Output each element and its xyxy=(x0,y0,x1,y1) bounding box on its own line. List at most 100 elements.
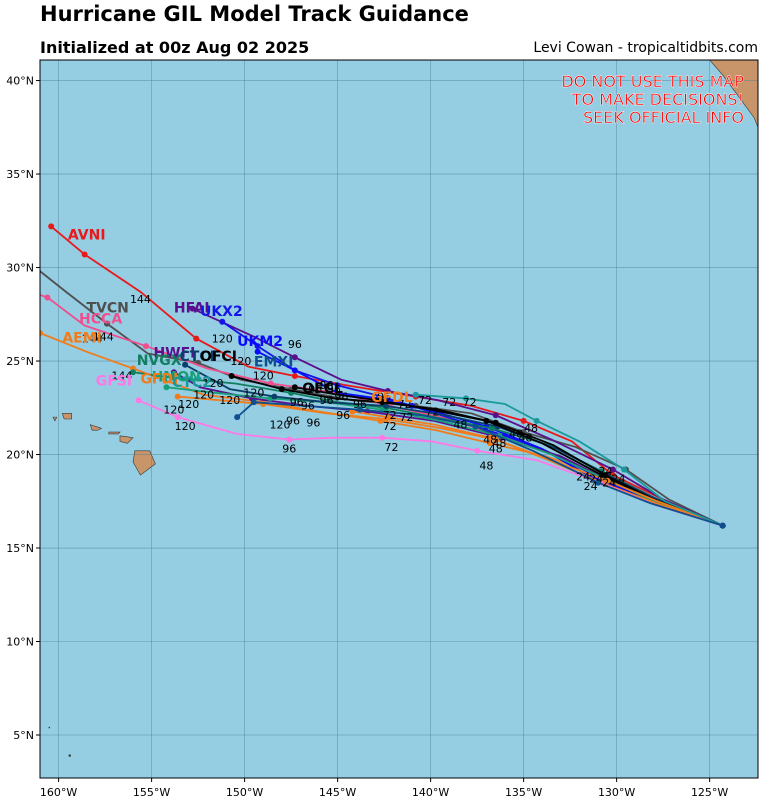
lat-tick-label: 15°N xyxy=(6,542,34,555)
niihau xyxy=(52,416,58,422)
track-point xyxy=(604,477,611,484)
track-point xyxy=(103,320,110,327)
model-label-nvgx: NVGX xyxy=(137,353,182,369)
axis-tick-labels: 160°W 155°W 150°W 145°W 140°W 135°W 130°W 125°W… xyxy=(6,75,728,799)
model-label-ukm2: UKM2 xyxy=(237,334,283,350)
hour-label: 48 xyxy=(489,443,503,456)
hour-label: 24 xyxy=(602,476,616,489)
track-point xyxy=(598,472,605,479)
track-point xyxy=(163,384,170,391)
track-point xyxy=(474,447,481,454)
track-point xyxy=(286,436,293,443)
oahu xyxy=(89,424,103,431)
hour-label: 48 xyxy=(453,418,467,431)
hour-label: 96 xyxy=(377,390,391,403)
map-title: Hurricane GIL Model Track Guidance xyxy=(40,2,469,26)
track-point xyxy=(250,399,257,406)
hour-label: 72 xyxy=(385,441,399,454)
hour-label: 72 xyxy=(383,409,397,422)
hour-label: 72 xyxy=(425,405,439,418)
track-point xyxy=(462,395,469,402)
track-line xyxy=(236,401,723,527)
track-point xyxy=(254,348,261,355)
init-subtitle: Initialized at 00z Aug 02 2025 xyxy=(40,38,310,57)
track-line xyxy=(184,363,723,527)
hour-label: 48 xyxy=(509,428,523,441)
lat-tick-label: 30°N xyxy=(6,262,34,275)
model-label-avni: AVNI xyxy=(68,228,106,244)
track-point xyxy=(382,402,389,409)
hour-label: 120 xyxy=(163,403,184,416)
hour-label: 48 xyxy=(524,422,538,435)
hour-label: 96 xyxy=(334,390,348,403)
warning-line: DO NOT USE THIS MAP xyxy=(561,72,744,91)
hour-label: 48 xyxy=(479,459,493,472)
model-label-ofci: OFCI xyxy=(200,349,237,365)
track-point xyxy=(520,417,527,424)
lon-tick-label: 125°W xyxy=(691,786,728,799)
hour-label: 96 xyxy=(288,338,302,351)
lon-tick-label: 135°W xyxy=(505,786,542,799)
hour-label: 120 xyxy=(193,388,214,401)
track-point xyxy=(271,393,278,400)
lon-tick-label: 140°W xyxy=(412,786,449,799)
landmasses xyxy=(48,60,758,757)
lon-tick-label: 145°W xyxy=(319,786,356,799)
hour-label: 120 xyxy=(219,394,240,407)
hour-label: 96 xyxy=(286,415,300,428)
track-point xyxy=(174,414,181,421)
warning-line: SEEK OFFICIAL INFO xyxy=(583,108,744,127)
track-point xyxy=(489,425,496,432)
track-point xyxy=(375,397,382,404)
model-label-hwfi: HWFI xyxy=(153,345,195,361)
track-point xyxy=(492,412,499,419)
track-line xyxy=(415,393,724,527)
hour-label: 72 xyxy=(399,411,413,424)
lat-tick-label: 35°N xyxy=(6,168,34,181)
track-line xyxy=(352,410,723,527)
track-point xyxy=(621,466,628,473)
hour-label: 96 xyxy=(282,443,296,456)
track-point xyxy=(291,367,298,374)
model-label-ctc2: CTC2 xyxy=(172,375,212,391)
hour-label: 48 xyxy=(492,437,506,450)
track-point xyxy=(130,369,137,376)
model-tracks xyxy=(40,223,726,529)
hour-label: 120 xyxy=(212,332,233,345)
track-point xyxy=(487,440,494,447)
track-point xyxy=(254,343,261,350)
model-label-hcca: HCCA xyxy=(79,312,122,328)
track-point xyxy=(219,318,226,325)
track-point xyxy=(384,414,391,421)
hour-label: 144 xyxy=(111,370,132,383)
lat-tick-label: 5°N xyxy=(13,729,34,742)
molokai xyxy=(108,431,121,435)
hour-label: 48 xyxy=(518,431,532,444)
hawaii-big-island xyxy=(132,450,156,476)
model-label-hmon: HMON xyxy=(152,370,201,386)
hour-label: 24 xyxy=(611,473,625,486)
track-point xyxy=(356,406,363,413)
hour-label: 72 xyxy=(418,394,432,407)
hour-label: 24 xyxy=(589,473,603,486)
track-point xyxy=(182,361,189,368)
track-point xyxy=(278,386,285,393)
map-frame xyxy=(39,59,759,779)
hour-label: 96 xyxy=(319,379,333,392)
track-point xyxy=(487,434,494,441)
lat-tick-label: 25°N xyxy=(6,355,34,368)
islet xyxy=(68,754,71,757)
model-label-emxi: EMXI xyxy=(254,355,294,371)
hour-label: 120 xyxy=(253,370,274,383)
lon-tick-label: 150°W xyxy=(226,786,263,799)
track-point xyxy=(719,522,726,529)
model-label-hfai: HFAI xyxy=(174,300,210,316)
lat-tick-label: 40°N xyxy=(6,75,34,88)
track-point xyxy=(291,384,298,391)
hour-label: 144 xyxy=(82,332,103,345)
track-point xyxy=(174,393,181,400)
hour-label: 120 xyxy=(230,355,251,368)
